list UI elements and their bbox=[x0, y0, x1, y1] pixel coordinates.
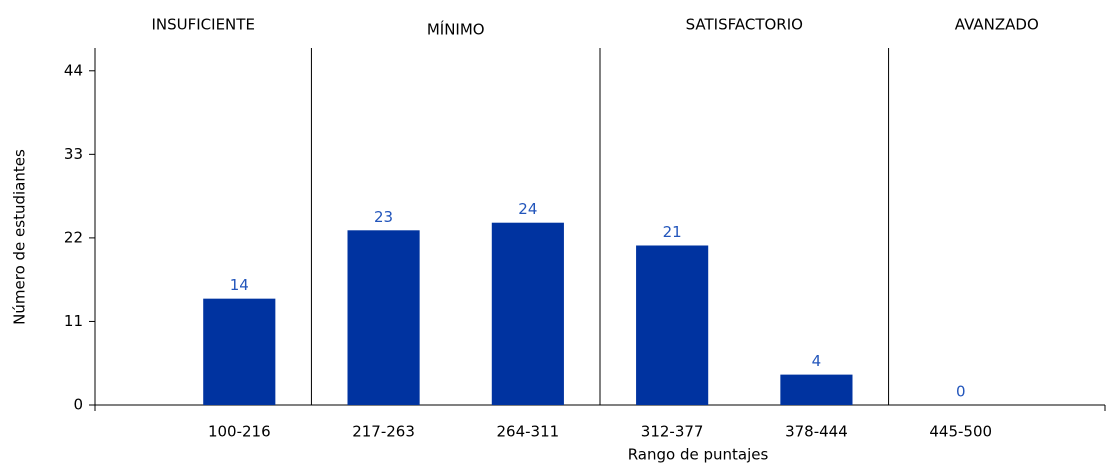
group-label: AVANZADO bbox=[955, 16, 1039, 34]
bar bbox=[780, 374, 853, 405]
bar bbox=[491, 222, 564, 405]
x-tick-label: 312-377 bbox=[641, 423, 704, 441]
y-tick-label: 33 bbox=[64, 145, 83, 163]
bar bbox=[203, 298, 276, 405]
y-tick-label: 11 bbox=[64, 312, 83, 330]
data-label: 21 bbox=[663, 223, 682, 241]
x-tick-label: 445-500 bbox=[929, 423, 992, 441]
group-label: SATISFACTORIO bbox=[686, 16, 803, 34]
x-tick-label: 217-263 bbox=[352, 423, 415, 441]
bar bbox=[347, 230, 420, 405]
bar bbox=[636, 245, 709, 405]
y-tick-label: 44 bbox=[64, 61, 83, 79]
data-label: 24 bbox=[518, 200, 537, 218]
y-tick-label: 0 bbox=[73, 396, 83, 414]
data-label: 0 bbox=[956, 383, 966, 401]
group-label: INSUFICIENTE bbox=[151, 16, 254, 34]
y-axis-label: Número de estudiantes bbox=[11, 149, 29, 325]
y-tick-label: 22 bbox=[64, 228, 83, 246]
x-axis-label: Rango de puntajes bbox=[628, 446, 769, 464]
data-label: 14 bbox=[230, 276, 249, 294]
x-tick-label: 378-444 bbox=[785, 423, 848, 441]
data-label: 4 bbox=[812, 352, 822, 370]
data-label: 23 bbox=[374, 208, 393, 226]
x-tick-label: 264-311 bbox=[497, 423, 560, 441]
x-tick-label: 100-216 bbox=[208, 423, 271, 441]
group-label: MÍNIMO bbox=[427, 20, 485, 39]
